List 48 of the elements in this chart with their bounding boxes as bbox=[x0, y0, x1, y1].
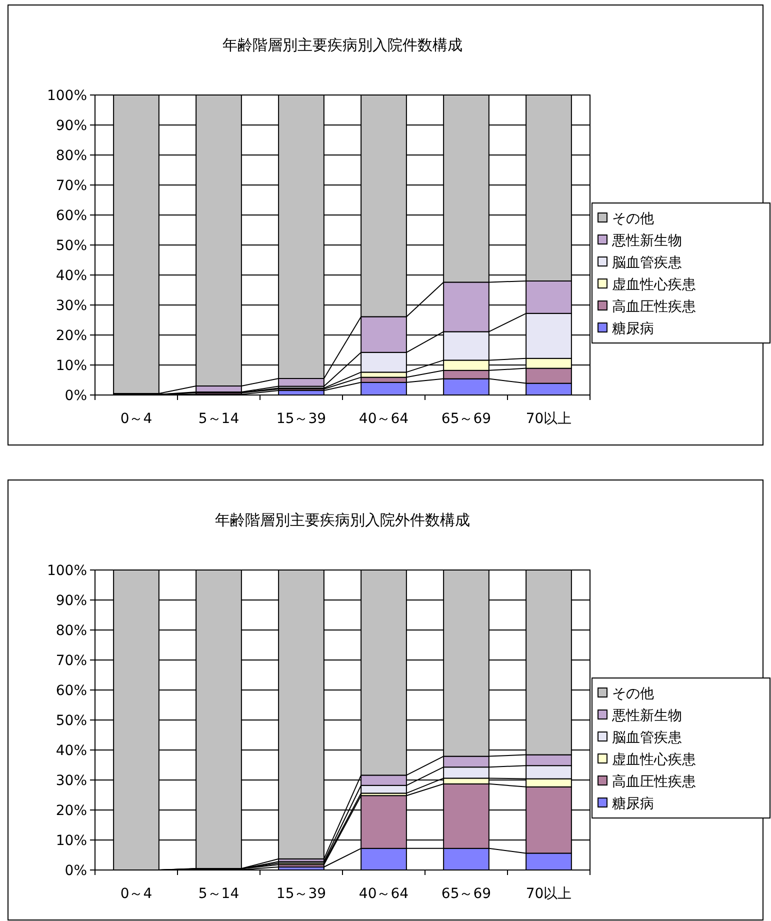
legend-label: 脳血管疾患 bbox=[612, 730, 682, 746]
chart-title: 年齢階層別主要疾病別入院件数構成 bbox=[222, 36, 462, 54]
y-tick-label: 30% bbox=[56, 298, 87, 314]
y-tick-label: 40% bbox=[56, 268, 87, 284]
y-tick-label: 20% bbox=[56, 802, 87, 819]
y-tick-label: 30% bbox=[56, 772, 87, 789]
y-tick-label: 90% bbox=[56, 118, 87, 134]
chart-title: 年齢階層別主要疾病別入院外件数構成 bbox=[215, 511, 470, 529]
legend-label: 虚血性心疾患 bbox=[612, 276, 696, 293]
x-tick-label: 5～14 bbox=[198, 886, 240, 902]
y-tick-label: 60% bbox=[56, 208, 87, 224]
legend-label: 糖尿病 bbox=[612, 320, 654, 337]
y-tick-label: 80% bbox=[56, 148, 87, 164]
x-tick-label: 40～64 bbox=[358, 886, 409, 902]
x-tick-label: 0～4 bbox=[120, 886, 152, 902]
y-tick-label: 10% bbox=[56, 358, 87, 374]
x-tick-label: 15～39 bbox=[276, 411, 326, 427]
legend-label: 悪性新生物 bbox=[611, 232, 682, 249]
legend-label: 高血圧性疾患 bbox=[612, 774, 696, 790]
y-tick-label: 20% bbox=[56, 328, 87, 344]
y-tick-label: 0% bbox=[64, 862, 87, 879]
y-tick-label: 70% bbox=[56, 652, 87, 669]
x-tick-label: 65～69 bbox=[441, 411, 492, 427]
legend-label: その他 bbox=[612, 210, 654, 227]
legend-label: 糖尿病 bbox=[612, 796, 654, 812]
y-tick-label: 0% bbox=[64, 388, 87, 404]
x-tick-label: 5～14 bbox=[198, 411, 240, 427]
x-tick-label: 40～64 bbox=[358, 411, 409, 427]
legend-label: 虚血性心疾患 bbox=[612, 752, 696, 768]
y-tick-label: 50% bbox=[56, 238, 87, 254]
y-tick-label: 80% bbox=[56, 622, 87, 639]
x-tick-label: 15～39 bbox=[276, 886, 326, 902]
y-tick-label: 90% bbox=[56, 592, 87, 609]
legend-label: 高血圧性疾患 bbox=[612, 298, 696, 315]
x-tick-label: 65～69 bbox=[441, 886, 492, 902]
legend-label: その他 bbox=[612, 686, 654, 702]
y-tick-label: 70% bbox=[56, 178, 87, 194]
x-tick-label: 0～4 bbox=[120, 411, 152, 427]
y-tick-label: 60% bbox=[56, 682, 87, 699]
y-tick-label: 100% bbox=[46, 562, 87, 579]
y-tick-label: 40% bbox=[56, 742, 87, 759]
legend-label: 脳血管疾患 bbox=[612, 254, 682, 271]
y-tick-label: 50% bbox=[56, 712, 87, 729]
legend-label: 悪性新生物 bbox=[611, 708, 682, 724]
y-tick-label: 100% bbox=[46, 88, 87, 104]
x-tick-label: 70以上 bbox=[526, 886, 572, 902]
x-tick-label: 70以上 bbox=[526, 411, 572, 427]
y-tick-label: 10% bbox=[56, 832, 87, 849]
